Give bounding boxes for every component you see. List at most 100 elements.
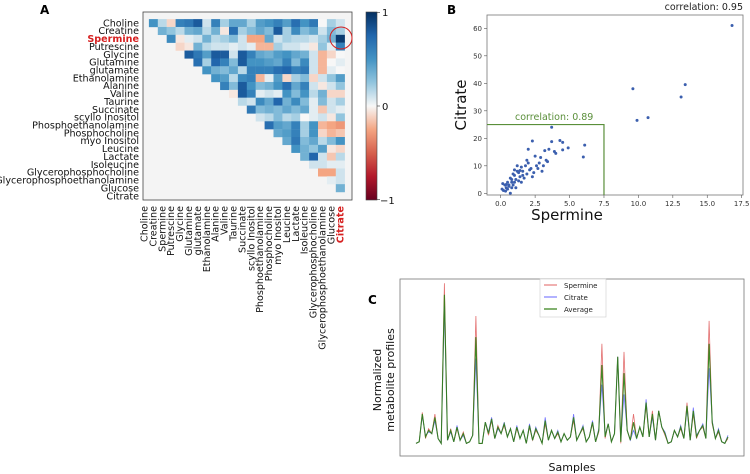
- heatmap-cell: [264, 50, 274, 59]
- heatmap-cell: [273, 113, 283, 122]
- heatmap-cell: [291, 74, 301, 83]
- scatter-ytick-label: 40: [473, 80, 482, 88]
- heatmap-cell: [193, 50, 203, 59]
- heatmap-cell: [282, 137, 292, 146]
- scatter-point: [536, 167, 540, 171]
- heatmap-cell: [255, 42, 265, 51]
- heatmap-cell: [291, 137, 301, 146]
- heatmap-col-label: Glutamine: [184, 206, 195, 256]
- heatmap-cell: [255, 26, 265, 36]
- heatmap-cell: [264, 97, 274, 106]
- heatmap-cell: [309, 89, 319, 98]
- heatmap-col-labels: CholineCreatineSperminePutrescineGlycine…: [139, 206, 346, 350]
- heatmap-cell: [273, 74, 283, 83]
- scatter-point: [583, 143, 587, 147]
- scatter-point: [530, 139, 534, 143]
- scatter-xtick-label: 17.5: [734, 200, 750, 208]
- heatmap-cell: [237, 58, 247, 67]
- heatmap-col-label: Putrescine: [166, 206, 177, 256]
- heatmap-cell: [318, 42, 328, 51]
- heatmap-cell: [157, 26, 167, 36]
- heatmap-cell: [309, 19, 319, 28]
- heatmap-cell: [273, 121, 283, 130]
- heatmap-cell: [291, 66, 301, 75]
- heatmap-col-label: Creatine: [148, 206, 159, 247]
- heatmap-cell: [318, 137, 328, 146]
- heatmap-cell: [309, 58, 319, 67]
- heatmap-cell: [229, 19, 239, 28]
- legend-spermine: Spermine: [564, 282, 597, 290]
- heatmap-cell: [229, 50, 239, 59]
- heatmap-row-label: Glucose: [101, 183, 139, 194]
- heatmap-col-label: Glycerophosphocholine: [309, 206, 320, 318]
- scatter-point: [550, 125, 554, 129]
- heatmap-cell: [157, 19, 167, 28]
- heatmap-cell: [335, 137, 345, 146]
- heatmap-cell: [291, 113, 301, 122]
- heatmap-row-label: Glutamine: [89, 58, 139, 69]
- heatmap-cell: [237, 81, 247, 91]
- heatmap-cell: [318, 26, 328, 36]
- heatmap-cell: [211, 66, 221, 75]
- scatter-point: [679, 95, 683, 99]
- heatmap-cell: [335, 26, 345, 36]
- heatmap-col-label: Lactate: [291, 206, 302, 242]
- heatmap-cell: [335, 34, 345, 43]
- heatmap-cell: [309, 26, 319, 36]
- panel-b-scatter: B correlation: 0.95 0.0 2.5 5.0 7.5 10.0 12.5…: [447, 2, 749, 224]
- colorbar-tick: 0: [382, 102, 388, 113]
- heatmap-cell: [193, 42, 203, 51]
- heatmap-row-label: Putrescine: [89, 42, 139, 53]
- heatmap-cell: [273, 66, 283, 75]
- heatmap-cell: [291, 19, 301, 28]
- heatmap-cell: [184, 34, 194, 43]
- heatmap-cell: [326, 34, 336, 43]
- heatmap-cell: [282, 66, 292, 75]
- heatmap-cell: [335, 97, 345, 106]
- scatter-point: [504, 189, 508, 193]
- heatmap-cell: [300, 81, 310, 91]
- heatmap-cell: [326, 74, 336, 83]
- scatter-point: [558, 139, 562, 142]
- heatmap-row-label: Glycerophosphocholine: [27, 168, 139, 179]
- heatmap-cell: [326, 113, 336, 122]
- heatmap-cell: [220, 58, 230, 67]
- scatter-point: [514, 178, 518, 182]
- heatmap-cell: [318, 160, 328, 169]
- heatmap-cell: [255, 113, 265, 122]
- heatmap-cell: [264, 34, 274, 43]
- heatmap-cell: [309, 50, 319, 59]
- heatmap-col-label: Phosphoethanolamine: [255, 206, 266, 313]
- heatmap-cell: [184, 42, 194, 51]
- heatmap-cell: [300, 144, 310, 153]
- scatter-ytick-label: 10: [473, 162, 482, 170]
- heatmap-cell: [318, 97, 328, 106]
- heatmap-row-label: Valine: [110, 89, 139, 100]
- scatter-point: [511, 183, 515, 187]
- heatmap-cell: [202, 50, 212, 59]
- heatmap-cell: [300, 74, 310, 83]
- heatmap-cell: [300, 137, 310, 146]
- heatmap-cell: [318, 81, 328, 91]
- heatmap-cell: [282, 105, 292, 114]
- heatmap-cell: [175, 34, 185, 43]
- heatmap-cell: [211, 74, 221, 83]
- heatmap-cell: [229, 89, 239, 98]
- panel-c-line: C Spermine Citrate Average Samples Norma…: [368, 278, 745, 474]
- heatmap-cell: [309, 137, 319, 146]
- heatmap-cell: [193, 34, 203, 43]
- heatmap-cell: [300, 66, 310, 75]
- heatmap-col-label: Leucine: [282, 206, 293, 243]
- scatter-point: [631, 87, 635, 91]
- heatmap-cell: [318, 89, 328, 98]
- scatter-frame: [486, 14, 744, 196]
- heatmap-cell: [318, 50, 328, 59]
- line-ylabel-2: metabolite profiles: [384, 328, 397, 432]
- heatmap-col-label: Isoleucine: [300, 206, 311, 254]
- heatmap-cell: [246, 97, 256, 106]
- scatter-ylabel: Citrate: [452, 80, 470, 131]
- heatmap-cell: [255, 89, 265, 98]
- heatmap-cell: [318, 66, 328, 75]
- heatmap-col-label: Alanine: [211, 206, 222, 242]
- heatmap-cell: [326, 66, 336, 75]
